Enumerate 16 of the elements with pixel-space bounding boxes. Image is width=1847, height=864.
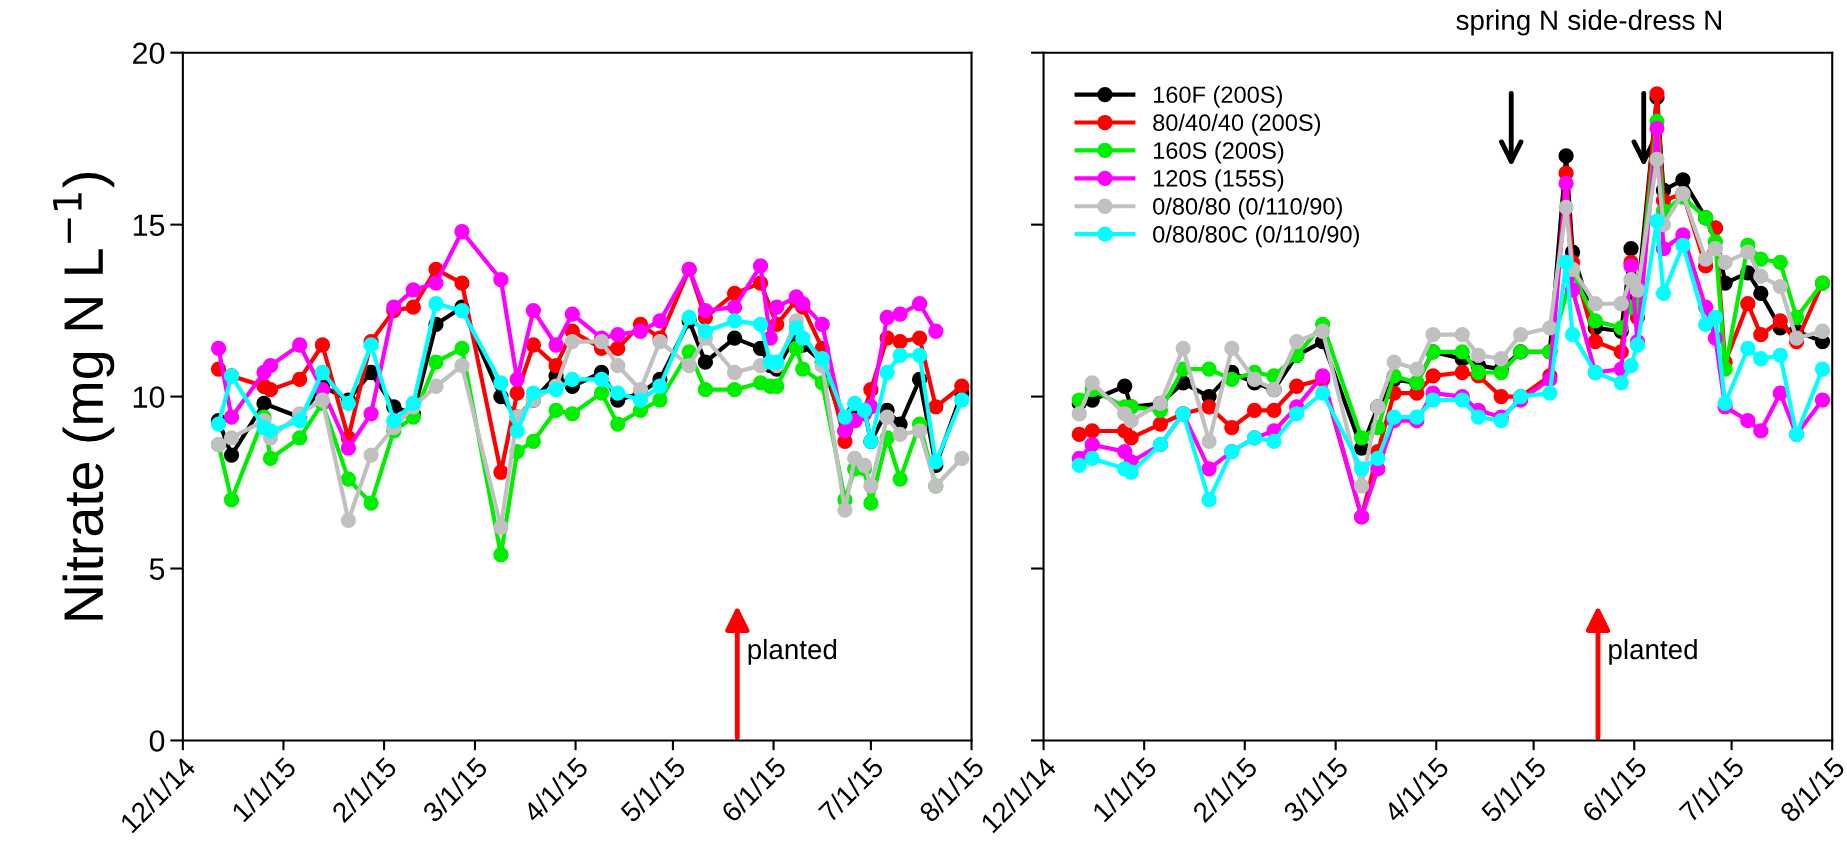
y-tick-label: 15: [133, 214, 165, 237]
annotation: planted: [748, 638, 837, 665]
y-tick-label: 20: [133, 42, 165, 65]
legend-label: 0/80/80 (0/110/90): [1153, 197, 1342, 220]
legend-label: 0/80/80C (0/110/90): [1153, 225, 1359, 248]
legend-label: 80/40/40 (200S): [1153, 113, 1321, 136]
legend-label: 160F (200S): [1153, 85, 1282, 108]
y-axis-title: Nitrate (mg N L$^{−1}$): [53, 173, 115, 620]
y-tick-label: 5: [149, 558, 165, 580]
y-tick-label: 0: [149, 730, 165, 752]
y-tick-label: 10: [133, 386, 165, 408]
legend-label: 120S (155S): [1153, 169, 1284, 192]
text: spring N: [1456, 9, 1557, 36]
annotation: planted: [1609, 638, 1697, 665]
legend-label: 160S (200S): [1153, 141, 1284, 164]
text: side-dress N: [1568, 9, 1721, 31]
